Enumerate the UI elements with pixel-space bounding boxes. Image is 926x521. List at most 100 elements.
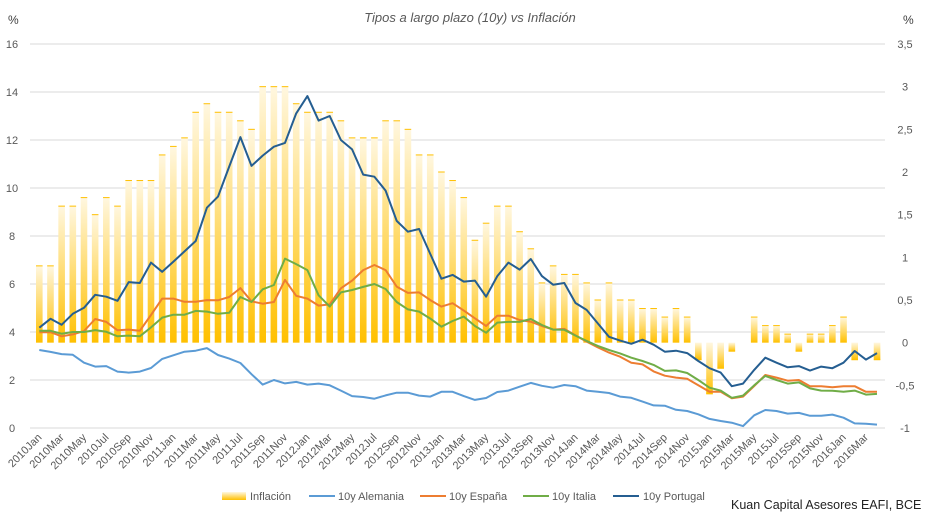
inflation-bar bbox=[806, 334, 814, 343]
right-tick-label: 0 bbox=[902, 338, 908, 350]
left-tick-label: 12 bbox=[6, 135, 18, 147]
source-note: Kuan Capital Asesores EAFI, BCE bbox=[731, 498, 921, 512]
right-tick-label: 2 bbox=[902, 167, 908, 179]
inflation-bar bbox=[270, 86, 278, 343]
inflation-bar bbox=[103, 197, 110, 343]
inflation-bar bbox=[382, 120, 389, 343]
inflation-bar bbox=[415, 154, 423, 343]
inflation-bar bbox=[248, 129, 255, 343]
inflation-bar bbox=[304, 112, 311, 343]
left-tick-label: 4 bbox=[9, 327, 15, 339]
inflation-bar bbox=[650, 308, 657, 343]
inflation-bar bbox=[560, 274, 568, 343]
x-axis-ticks: 2010Jan2010Mar2010May2010Jul2010Sep2010N… bbox=[6, 431, 871, 472]
inflation-bar bbox=[181, 137, 188, 343]
gridlines bbox=[30, 43, 885, 429]
legend-label: 10y España bbox=[449, 491, 508, 503]
inflation-bar bbox=[58, 206, 65, 343]
inflation-bar bbox=[773, 325, 780, 343]
inflation-bar bbox=[505, 206, 512, 343]
left-axis-ticks: 0 2 4 6 8 10 12 14 16 bbox=[6, 39, 18, 435]
inflation-bar bbox=[449, 180, 456, 343]
inflation-bar bbox=[125, 180, 132, 343]
inflation-bar bbox=[628, 300, 635, 343]
legend-label: 10y Italia bbox=[552, 491, 597, 503]
inflation-bar bbox=[214, 112, 222, 343]
inflation-bar bbox=[750, 317, 758, 343]
right-tick-label: -0,5 bbox=[896, 380, 915, 392]
legend-label: 10y Portugal bbox=[643, 491, 705, 503]
left-tick-label: 10 bbox=[6, 183, 18, 195]
inflation-bar bbox=[717, 342, 724, 369]
left-tick-label: 6 bbox=[9, 279, 15, 291]
right-tick-label: -1 bbox=[900, 423, 910, 435]
inflation-bar bbox=[114, 206, 121, 343]
right-tick-label: 1,5 bbox=[897, 210, 912, 222]
left-tick-label: 8 bbox=[9, 231, 15, 243]
line-10y-italia bbox=[39, 257, 878, 399]
inflation-bar bbox=[616, 300, 624, 343]
legend: Inflación 10y Alemania 10y España 10y Itali… bbox=[222, 491, 705, 503]
inflation-bar bbox=[203, 103, 211, 343]
inflation-bar bbox=[326, 112, 334, 343]
inflation-bar bbox=[572, 274, 579, 343]
inflation-bar bbox=[728, 342, 736, 352]
inflation-bar bbox=[471, 240, 479, 343]
inflation-bar bbox=[583, 282, 590, 343]
inflation-bar bbox=[348, 137, 356, 343]
inflation-bar bbox=[393, 120, 401, 343]
inflation-bar bbox=[315, 112, 322, 343]
inflation-bar bbox=[661, 317, 669, 343]
inflation-bar bbox=[136, 180, 144, 343]
inflation-bar bbox=[683, 317, 691, 343]
inflation-bar bbox=[292, 103, 300, 343]
inflation-bar bbox=[672, 308, 680, 343]
inflation-bar bbox=[237, 120, 244, 343]
left-tick-label: 16 bbox=[6, 39, 18, 51]
inflation-bars bbox=[36, 86, 881, 395]
inflation-bar bbox=[404, 129, 412, 343]
left-tick-label: 14 bbox=[6, 87, 18, 99]
right-tick-label: 3 bbox=[902, 82, 908, 94]
yield-lines bbox=[38, 95, 878, 428]
legend-swatch-bar bbox=[222, 492, 246, 500]
left-tick-label: 0 bbox=[9, 423, 15, 435]
right-axis-unit: % bbox=[903, 13, 914, 27]
inflation-bar bbox=[371, 137, 378, 343]
left-axis-unit: % bbox=[8, 13, 19, 27]
inflation-bar bbox=[281, 86, 289, 343]
right-axis-ticks: -1 -0,5 0 0,5 1 1,5 2 2,5 3 3,5 bbox=[896, 39, 915, 435]
inflation-bar bbox=[69, 206, 77, 343]
inflation-bar bbox=[538, 282, 546, 343]
inflation-bar bbox=[225, 112, 233, 343]
inflation-bar bbox=[873, 342, 881, 360]
inflation-bar bbox=[829, 325, 836, 343]
inflation-bar bbox=[36, 265, 43, 343]
inflation-bar bbox=[784, 334, 791, 343]
inflation-bar bbox=[762, 325, 769, 343]
inflation-bar bbox=[817, 334, 825, 343]
inflation-bar bbox=[47, 265, 54, 343]
line-10y-portugal bbox=[38, 95, 878, 388]
right-tick-label: 3,5 bbox=[897, 39, 912, 51]
right-tick-label: 1 bbox=[902, 252, 908, 264]
left-tick-label: 2 bbox=[9, 375, 15, 387]
inflation-bar bbox=[438, 172, 445, 343]
inflation-bar bbox=[493, 206, 501, 343]
right-tick-label: 2,5 bbox=[897, 124, 912, 136]
legend-label: Inflación bbox=[250, 491, 291, 503]
inflation-bar bbox=[482, 223, 490, 343]
inflation-bar bbox=[516, 231, 523, 343]
inflation-bar bbox=[158, 154, 166, 343]
inflation-bar bbox=[840, 317, 847, 343]
inflation-bar bbox=[91, 214, 99, 343]
inflation-bar bbox=[426, 154, 434, 343]
inflation-bar bbox=[695, 342, 702, 360]
inflation-bar bbox=[594, 300, 602, 343]
right-tick-label: 0,5 bbox=[897, 295, 912, 307]
legend-label: 10y Alemania bbox=[338, 491, 405, 503]
inflation-bar bbox=[795, 342, 803, 352]
inflation-bar bbox=[192, 112, 199, 343]
inflation-bar bbox=[359, 137, 367, 343]
